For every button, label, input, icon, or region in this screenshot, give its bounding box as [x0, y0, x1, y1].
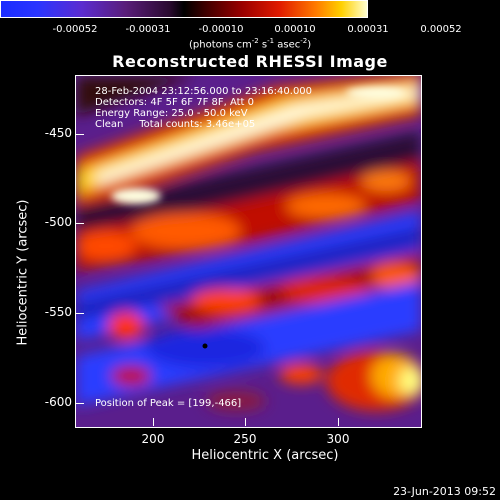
detectors-text: Detectors: 4F 5F 6F 7F 8F, Att 0 [95, 97, 255, 108]
colorbar-tick: -0.00010 [198, 24, 244, 35]
colorbar-tick: 0.00031 [347, 24, 389, 35]
colorbar-tick: -0.00031 [125, 24, 171, 35]
y-tick-label: -500 [44, 215, 72, 229]
y-tick-mark [76, 313, 84, 314]
time-range-text: 28-Feb-2004 23:12:56.000 to 23:16:40.000 [95, 86, 313, 97]
x-tick-label: 300 [326, 432, 350, 446]
colorbar-unit: (photons cm-2 s-1 asec-2) [189, 37, 312, 51]
colorbar-tick: 0.00010 [274, 24, 316, 35]
y-tick-mark [76, 223, 84, 224]
y-tick-label: -450 [44, 126, 72, 140]
x-axis-label: Heliocentric X (arcsec) [191, 448, 339, 463]
y-tick-mark [76, 134, 84, 135]
peak-marker [202, 343, 208, 349]
x-tick-label: 200 [141, 432, 165, 446]
image-title: Reconstructed RHESSI Image [112, 52, 388, 71]
generation-timestamp: 23-Jun-2013 09:52 [393, 485, 496, 498]
energy-range-text: Energy Range: 25.0 - 50.0 keV [95, 108, 248, 119]
rhessi-image [76, 76, 421, 427]
clean-counts-text: Clean Total counts: 3.46e+05 [95, 119, 256, 130]
y-tick-label: -600 [44, 395, 72, 409]
y-tick-mark [76, 403, 84, 404]
x-tick-label: 250 [233, 432, 257, 446]
y-tick-label: -550 [44, 305, 72, 319]
x-tick-mark [153, 418, 154, 426]
colorbar-tick: 0.00052 [420, 24, 462, 35]
rhessi-image-panel: 28-Feb-2004 23:12:56.000 to 23:16:40.000… [75, 75, 422, 428]
colorbar [0, 0, 368, 18]
peak-position-text: Position of Peak = [199,-466] [95, 398, 242, 409]
colorbar-tick: -0.00052 [52, 24, 98, 35]
x-tick-mark [245, 418, 246, 426]
x-tick-mark [338, 418, 339, 426]
y-axis-label: Heliocentric Y (arcsec) [15, 199, 31, 346]
